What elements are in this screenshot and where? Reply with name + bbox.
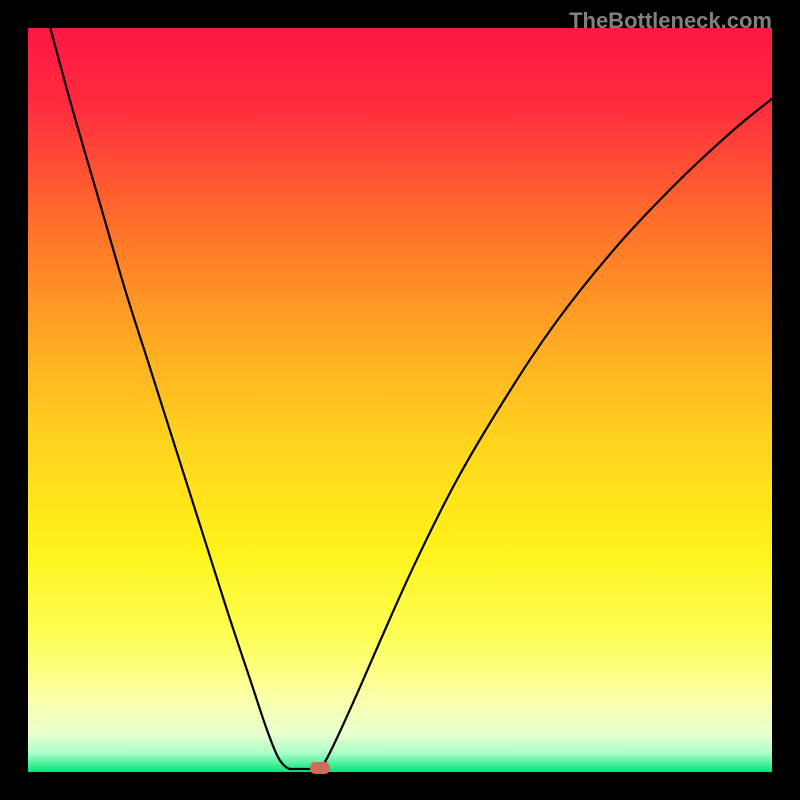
optimal-point-marker (310, 762, 330, 774)
plot-area (28, 28, 772, 772)
curve-layer (28, 28, 772, 772)
watermark-text: TheBottleneck.com (569, 8, 772, 34)
curve-right-branch (320, 99, 772, 769)
curve-left-branch (50, 28, 290, 769)
chart-container: TheBottleneck.com (0, 0, 800, 800)
